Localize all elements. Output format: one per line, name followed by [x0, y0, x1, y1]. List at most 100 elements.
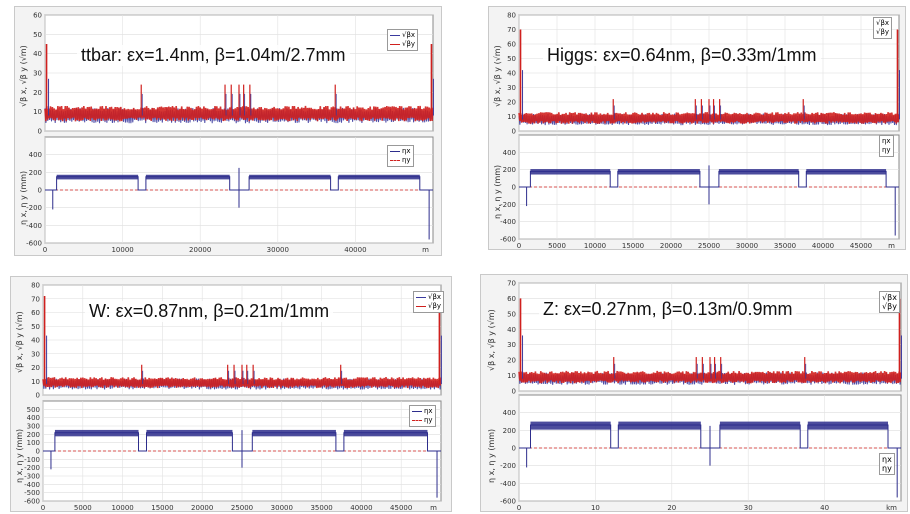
xtick-label: 30000 — [271, 504, 293, 512]
bottom-ytick-label: -400 — [24, 481, 40, 489]
bottom-ytick-label: 500 — [27, 406, 40, 414]
bottom-ytick-label: 400 — [503, 409, 516, 417]
higgs-bottom-ylabel: η x, η y (mm) — [493, 164, 502, 219]
eta-x-plateau — [252, 429, 336, 437]
top-ytick-label: 40 — [31, 337, 40, 345]
bottom-ytick-label: -400 — [26, 222, 42, 230]
xtick-label: 45000 — [390, 504, 412, 512]
z-bottom-legend: ηx ηy — [879, 453, 895, 475]
top-ytick-label: 10 — [507, 113, 516, 121]
top-ytick-label: 20 — [33, 89, 42, 97]
xtick-label: 40 — [820, 504, 829, 512]
legend-item: ηx — [882, 455, 892, 464]
legend-item: √βy — [882, 302, 897, 311]
xtick-label: 40000 — [344, 246, 366, 254]
bottom-ytick-label: 200 — [29, 169, 42, 177]
top-ytick-label: 60 — [31, 309, 40, 317]
eta-x-plateau — [618, 421, 701, 430]
top-ytick-label: 20 — [507, 357, 516, 365]
top-ytick-label: 50 — [507, 55, 516, 63]
top-ytick-label: 50 — [507, 310, 516, 318]
x-unit-label: m — [430, 504, 437, 512]
xtick-label: 10000 — [111, 246, 133, 254]
xtick-label: 20 — [667, 504, 676, 512]
bottom-ytick-label: -200 — [500, 201, 516, 209]
top-ytick-label: 60 — [33, 12, 42, 20]
legend-item: ηy — [882, 464, 892, 473]
higgs-top-legend: √βx √βy — [873, 17, 893, 39]
top-ytick-label: 40 — [507, 326, 516, 334]
bottom-ytick-label: 200 — [503, 166, 516, 174]
bottom-ytick-label: -500 — [24, 489, 40, 497]
top-ytick-label: 60 — [507, 41, 516, 49]
bottom-ytick-label: -200 — [24, 464, 40, 472]
eta-x-plateau — [54, 429, 139, 437]
top-ytick-label: 20 — [507, 99, 516, 107]
bottom-ytick-label: 0 — [512, 445, 516, 453]
z-top-legend: √βx √βy — [879, 291, 900, 313]
eta-x-plateau — [718, 169, 799, 175]
ttbar-bottom-ylabel: η x, η y (mm) — [19, 170, 28, 225]
eta-x-plateau — [249, 174, 331, 180]
bottom-ytick-label: 0 — [38, 187, 42, 195]
top-ytick-label: 30 — [31, 350, 40, 358]
bottom-ytick-label: -400 — [500, 218, 516, 226]
w-bottom-legend: ηx ηy — [409, 405, 436, 427]
z-bottom-ylabel: η x, η y (mm) — [487, 428, 496, 483]
top-ytick-label: 0 — [38, 128, 42, 136]
eta-x-plateau — [807, 421, 889, 430]
legend-item: √βx — [882, 293, 897, 302]
xtick-label: 35000 — [774, 242, 796, 250]
xtick-label: 20000 — [191, 504, 213, 512]
eta-x-plateau — [530, 421, 611, 430]
top-ytick-label: 20 — [31, 364, 40, 372]
w-title: W: εx=0.87nm, β=0.21m/1mm — [85, 301, 334, 322]
xtick-label: 10 — [591, 504, 600, 512]
xtick-label: 5000 — [548, 242, 566, 250]
xtick-label: 30000 — [267, 246, 289, 254]
legend-item: √βx — [428, 293, 442, 301]
z-top-ylabel: √β x, √β y (√m) — [487, 309, 496, 371]
xtick-label: 25000 — [698, 242, 720, 250]
z-title: Z: εx=0.27nm, β=0.13m/0.9mm — [539, 299, 797, 320]
xtick-label: 10000 — [584, 242, 606, 250]
chart-panel-w: 0 10 20 30 40 50 60 70 80 -600 -500 -400 -300 -200 -10… — [10, 276, 452, 512]
bottom-ytick-label: 400 — [27, 414, 40, 422]
xtick-label: 20000 — [660, 242, 682, 250]
top-ytick-label: 10 — [33, 108, 42, 116]
chart-panel-higgs: 0 10 20 30 40 50 60 70 80 -600 -400 -200 0 200 400 0 500… — [488, 6, 906, 250]
ttbar-bottom-legend: ηx ηy — [387, 145, 414, 167]
ttbar-plot-svg: 0 10 20 30 40 50 60 -600 -400 -200 0 200 400 0 10000 20… — [26, 12, 434, 254]
top-ytick-label: 70 — [507, 280, 516, 288]
ttbar-top-legend: √βx √βy — [387, 29, 419, 51]
bottom-ytick-label: 400 — [503, 149, 516, 157]
legend-item: ηx — [424, 407, 433, 415]
x-unit-label: m — [888, 242, 895, 250]
bottom-ytick-label: -600 — [24, 498, 40, 506]
higgs-top-ylabel: √β x, √β y (√m) — [493, 45, 502, 107]
xtick-label: 45000 — [850, 242, 872, 250]
top-ytick-label: 80 — [31, 282, 40, 290]
bottom-ytick-label: 400 — [29, 151, 42, 159]
x-unit-label: m — [422, 246, 429, 254]
legend-item: √βy — [876, 28, 890, 36]
top-ytick-label: 50 — [31, 323, 40, 331]
w-top-legend: √βx √βy — [413, 291, 445, 313]
w-top-ylabel: √β x, √β y (√m) — [15, 311, 24, 373]
eta-x-plateau — [145, 174, 230, 180]
xtick-label: 5000 — [74, 504, 92, 512]
xtick-label: 0 — [517, 504, 521, 512]
xtick-label: 20000 — [189, 246, 211, 254]
eta-x-plateau — [806, 169, 887, 175]
legend-item: √βx — [876, 19, 890, 27]
ttbar-title: ttbar: εx=1.4nm, β=1.04m/2.7mm — [77, 45, 350, 66]
bottom-ytick-label: 200 — [27, 431, 40, 439]
ttbar-top-ylabel: √β x, √β y (√m) — [19, 45, 28, 107]
xtick-label: 10000 — [111, 504, 133, 512]
xtick-label: 40000 — [350, 504, 372, 512]
bottom-ytick-label: 0 — [512, 184, 516, 192]
xtick-label: 30 — [744, 504, 753, 512]
eta-x-plateau — [343, 429, 428, 437]
top-ytick-label: 40 — [507, 70, 516, 78]
top-ytick-label: 50 — [33, 31, 42, 39]
